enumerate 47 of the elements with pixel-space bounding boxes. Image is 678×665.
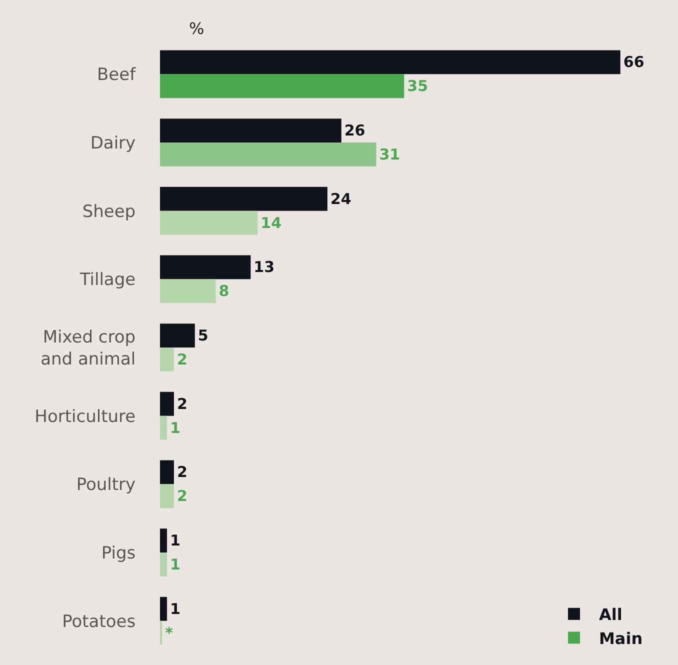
bar xyxy=(160,324,195,348)
bar xyxy=(160,186,328,211)
y-tick-label: Horticulture xyxy=(34,406,136,427)
data-label: 2 xyxy=(176,487,188,506)
data-label: 35 xyxy=(407,77,428,96)
data-label: 5 xyxy=(198,326,208,345)
y-tick-label: Pigs xyxy=(101,543,136,564)
data-label: 8 xyxy=(218,282,230,300)
bar xyxy=(160,255,251,280)
bar xyxy=(160,348,174,372)
data-label: 1 xyxy=(170,532,180,550)
legend-label: All xyxy=(599,605,622,624)
bar xyxy=(160,460,174,484)
bar xyxy=(160,118,342,142)
y-tick-label: Tillage xyxy=(78,270,136,290)
x-axis-title: % xyxy=(189,19,204,38)
data-label: 66 xyxy=(623,53,644,72)
data-label: 13 xyxy=(254,258,275,276)
bar xyxy=(160,142,376,166)
data-label: 2 xyxy=(176,463,188,482)
bar xyxy=(160,279,216,304)
data-label: 31 xyxy=(379,145,400,164)
y-tick-label: Potatoes xyxy=(62,612,136,632)
data-label: 2 xyxy=(176,350,188,368)
y-tick-label: Dairy xyxy=(90,133,136,154)
data-label: * xyxy=(165,624,174,642)
bar xyxy=(160,392,174,416)
data-label: 24 xyxy=(330,190,352,208)
legend-label: Main xyxy=(599,628,643,648)
bar xyxy=(160,416,167,440)
data-label: 2 xyxy=(176,394,188,413)
y-tick-label: Sheep xyxy=(82,202,136,222)
bar xyxy=(160,552,167,576)
y-tick-label: Poultry xyxy=(76,475,136,496)
bar xyxy=(160,484,174,508)
bar xyxy=(160,596,167,621)
data-label: 1 xyxy=(170,555,180,574)
bar xyxy=(160,50,620,74)
data-label: 1 xyxy=(170,418,180,437)
y-tick-label: Beef xyxy=(97,65,137,86)
data-label: 14 xyxy=(260,214,282,232)
data-label: 1 xyxy=(170,600,180,618)
y-tick-label: Mixed crop and animal xyxy=(40,327,136,370)
bar xyxy=(160,528,167,552)
bar xyxy=(160,210,258,235)
bar xyxy=(160,74,404,98)
data-label: 26 xyxy=(344,122,366,140)
